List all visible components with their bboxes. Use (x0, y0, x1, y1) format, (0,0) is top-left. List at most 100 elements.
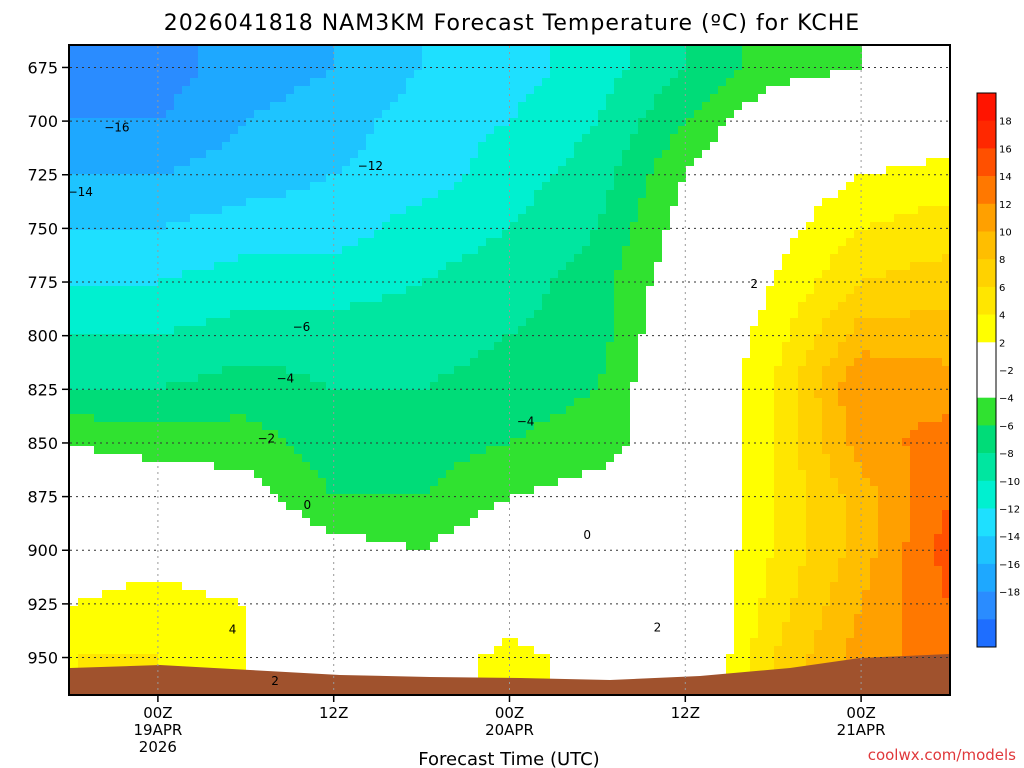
field-cell (358, 254, 367, 263)
field-cell (182, 94, 191, 103)
field-cell (398, 454, 407, 463)
field-cell (150, 606, 159, 615)
field-cell (246, 214, 255, 223)
field-cell (78, 78, 87, 87)
field-cell (414, 254, 423, 263)
field-cell (134, 102, 143, 111)
field-cell (422, 126, 431, 135)
field-cell (358, 454, 367, 463)
field-cell (366, 558, 375, 567)
field-cell (86, 398, 95, 407)
field-cell (238, 310, 247, 319)
field-cell (334, 334, 343, 343)
field-cell (454, 118, 463, 127)
field-cell (238, 334, 247, 343)
field-cell (534, 406, 543, 415)
field-cell (470, 46, 479, 55)
field-cell (118, 598, 127, 607)
field-cell (310, 398, 319, 407)
field-cell (462, 86, 471, 95)
field-cell (302, 134, 311, 143)
field-cell (438, 86, 447, 95)
field-cell (550, 166, 559, 175)
field-cell (206, 486, 215, 495)
field-cell (254, 214, 263, 223)
field-cell (526, 382, 535, 391)
field-cell (254, 222, 263, 231)
field-cell (86, 502, 95, 511)
field-cell (342, 558, 351, 567)
field-cell (430, 654, 439, 663)
field-cell (238, 174, 247, 183)
field-cell (558, 190, 567, 199)
field-cell (302, 566, 311, 575)
field-cell (86, 590, 95, 599)
field-cell (150, 206, 159, 215)
field-cell (438, 582, 447, 591)
field-cell (150, 94, 159, 103)
field-cell (134, 54, 143, 63)
field-cell (254, 174, 263, 183)
field-cell (190, 446, 199, 455)
field-cell (470, 246, 479, 255)
field-cell (350, 558, 359, 567)
field-cell (70, 606, 79, 615)
field-cell (262, 638, 271, 647)
field-cell (406, 70, 415, 79)
field-cell (494, 214, 503, 223)
field-cell (350, 350, 359, 359)
field-cell (70, 438, 79, 447)
field-cell (86, 494, 95, 503)
field-cell (166, 478, 175, 487)
field-cell (238, 542, 247, 551)
field-cell (214, 454, 223, 463)
field-cell (350, 582, 359, 591)
field-cell (510, 526, 519, 535)
field-cell (430, 230, 439, 239)
field-cell (366, 574, 375, 583)
field-cell (438, 430, 447, 439)
field-cell (414, 70, 423, 79)
field-cell (558, 478, 567, 487)
field-cell (358, 398, 367, 407)
field-cell (334, 350, 343, 359)
field-cell (446, 334, 455, 343)
field-cell (526, 350, 535, 359)
field-cell (334, 158, 343, 167)
field-cell (198, 494, 207, 503)
field-cell (198, 310, 207, 319)
field-cell (326, 422, 335, 431)
field-cell (414, 478, 423, 487)
field-cell (182, 254, 191, 263)
field-cell (278, 638, 287, 647)
field-cell (110, 254, 119, 263)
field-cell (262, 302, 271, 311)
field-cell (70, 614, 79, 623)
field-cell (302, 350, 311, 359)
field-cell (478, 598, 487, 607)
field-cell (438, 350, 447, 359)
field-cell (366, 326, 375, 335)
field-cell (414, 294, 423, 303)
field-cell (430, 270, 439, 279)
field-cell (198, 238, 207, 247)
field-cell (422, 182, 431, 191)
field-cell (446, 358, 455, 367)
field-cell (358, 142, 367, 151)
field-cell (190, 86, 199, 95)
field-cell (150, 406, 159, 415)
field-cell (294, 46, 303, 55)
field-cell (262, 518, 271, 527)
field-cell (198, 446, 207, 455)
field-cell (462, 310, 471, 319)
field-cell (326, 582, 335, 591)
field-cell (142, 294, 151, 303)
field-cell (94, 614, 103, 623)
field-cell (78, 286, 87, 295)
field-cell (406, 102, 415, 111)
field-cell (502, 502, 511, 511)
field-cell (462, 622, 471, 631)
field-cell (286, 606, 295, 615)
field-cell (70, 294, 79, 303)
field-cell (414, 438, 423, 447)
